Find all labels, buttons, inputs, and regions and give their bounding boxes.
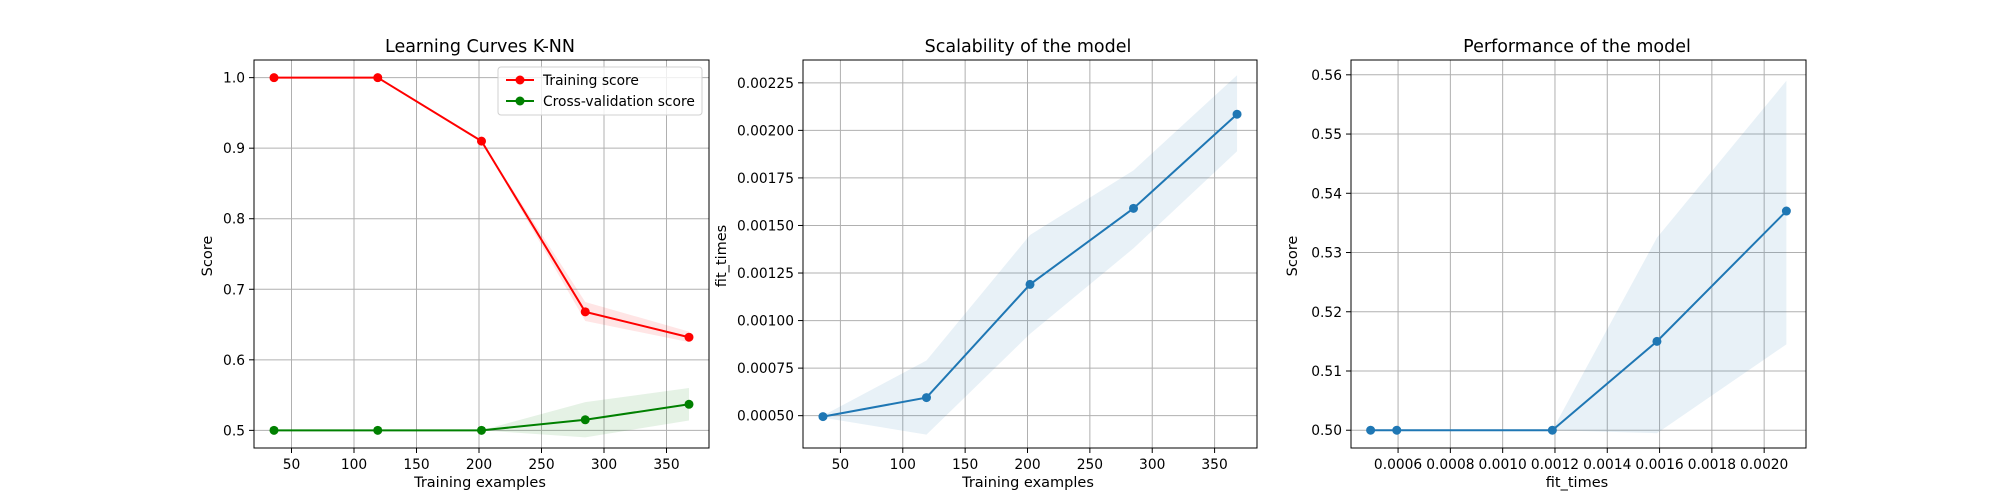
x-tick-label: 250 xyxy=(1077,457,1103,473)
grid xyxy=(803,60,1257,448)
y-tick-label: 0.00150 xyxy=(737,218,794,234)
legend-swatch-marker xyxy=(515,75,525,85)
y-tick-label: 0.55 xyxy=(1311,127,1342,143)
x-axis-label: Training examples xyxy=(413,475,546,491)
data-point xyxy=(684,332,694,342)
data-point xyxy=(373,425,383,435)
y-tick-label: 0.00125 xyxy=(737,266,794,282)
x-tick-label: 0.0018 xyxy=(1688,457,1736,473)
x-tick-label: 100 xyxy=(341,457,367,473)
x-tick-label: 0.0012 xyxy=(1531,457,1579,473)
data-point xyxy=(684,399,694,409)
y-tick-label: 0.52 xyxy=(1311,305,1342,321)
data-point xyxy=(1232,109,1242,119)
confidence-band xyxy=(274,388,689,438)
legend-swatch-marker xyxy=(515,96,525,106)
y-tick-label: 0.00075 xyxy=(737,361,794,377)
data-point xyxy=(818,412,828,422)
x-tick-label: 150 xyxy=(403,457,429,473)
y-tick-label: 1.0 xyxy=(223,71,245,87)
y-axis-label: Score xyxy=(200,236,216,277)
legend-label: Training score xyxy=(542,73,639,89)
legend-label: Cross-validation score xyxy=(543,94,695,110)
y-tick-label: 0.00200 xyxy=(737,123,794,139)
y-tick-label: 0.50 xyxy=(1311,423,1342,439)
chart-scalability: Scalability of the model Training exampl… xyxy=(714,37,1258,491)
data-point xyxy=(477,425,486,435)
confidence-band xyxy=(274,77,689,343)
chart-title: Scalability of the model xyxy=(925,37,1132,57)
data-point xyxy=(1392,425,1402,435)
legend: Training score Cross-validation score xyxy=(497,66,703,116)
y-tick-label: 0.54 xyxy=(1311,186,1342,202)
x-tick-label: 250 xyxy=(528,457,554,473)
x-tick-label: 300 xyxy=(1139,457,1165,473)
x-tick-label: 200 xyxy=(466,457,492,473)
plot-frame xyxy=(1350,59,1807,449)
data-point xyxy=(1781,206,1791,216)
y-tick-label: 0.6 xyxy=(223,353,245,369)
data-point xyxy=(1366,425,1376,435)
chart-learning-curves: Learning Curves K-NN Training examples S… xyxy=(200,37,710,491)
confidence-band xyxy=(822,75,1238,435)
x-tick-label: 50 xyxy=(283,457,301,473)
data-point xyxy=(1652,336,1662,346)
data-point xyxy=(1547,425,1557,435)
confidence-band xyxy=(1370,80,1787,434)
x-tick-label: 200 xyxy=(1014,457,1040,473)
y-tick-label: 0.00050 xyxy=(737,409,794,425)
chart-title: Performance of the model xyxy=(1463,37,1691,57)
legend-box xyxy=(497,66,703,116)
data-point xyxy=(477,136,486,146)
data-point xyxy=(1129,203,1139,213)
y-axis-label: fit_times xyxy=(714,225,730,287)
x-tick-label: 350 xyxy=(1201,457,1227,473)
x-axis-label: fit_times xyxy=(1546,475,1608,491)
x-tick-label: 100 xyxy=(890,457,916,473)
x-tick-label: 350 xyxy=(653,457,679,473)
x-tick-label: 0.0006 xyxy=(1374,457,1422,473)
data-point xyxy=(373,73,383,83)
y-tick-label: 0.56 xyxy=(1311,68,1342,84)
x-tick-label: 0.0010 xyxy=(1479,457,1527,473)
y-tick-label: 0.9 xyxy=(223,141,245,157)
x-tick-label: 50 xyxy=(832,457,850,473)
data-point xyxy=(1025,279,1035,289)
y-tick-label: 0.00225 xyxy=(737,76,794,92)
x-tick-label: 0.0008 xyxy=(1426,457,1474,473)
y-tick-label: 0.5 xyxy=(223,423,245,439)
data-point xyxy=(269,73,279,83)
y-tick-label: 0.00175 xyxy=(737,171,794,187)
data-point xyxy=(580,415,590,425)
grid xyxy=(1351,60,1806,448)
x-axis-label: Training examples xyxy=(961,475,1094,491)
chart-performance: Performance of the model fit_times Score… xyxy=(1285,37,1807,491)
data-point xyxy=(921,393,931,403)
data-point xyxy=(580,307,590,317)
x-tick-label: 0.0014 xyxy=(1583,457,1631,473)
x-tick-label: 300 xyxy=(591,457,617,473)
grid xyxy=(254,60,709,448)
y-tick-label: 0.7 xyxy=(223,282,245,298)
x-tick-label: 0.0016 xyxy=(1635,457,1683,473)
plot-frame xyxy=(253,59,710,449)
y-tick-label: 0.00100 xyxy=(737,314,794,330)
plot-frame xyxy=(802,59,1258,449)
data-point xyxy=(269,425,279,435)
x-tick-label: 150 xyxy=(952,457,978,473)
x-tick-label: 0.0020 xyxy=(1740,457,1788,473)
series-line xyxy=(274,76,690,339)
chart-title: Learning Curves K-NN xyxy=(385,37,575,57)
y-tick-label: 0.51 xyxy=(1311,364,1342,380)
y-tick-label: 0.53 xyxy=(1311,246,1342,262)
y-tick-label: 0.8 xyxy=(223,212,245,228)
y-axis-label: Score xyxy=(1285,236,1301,277)
